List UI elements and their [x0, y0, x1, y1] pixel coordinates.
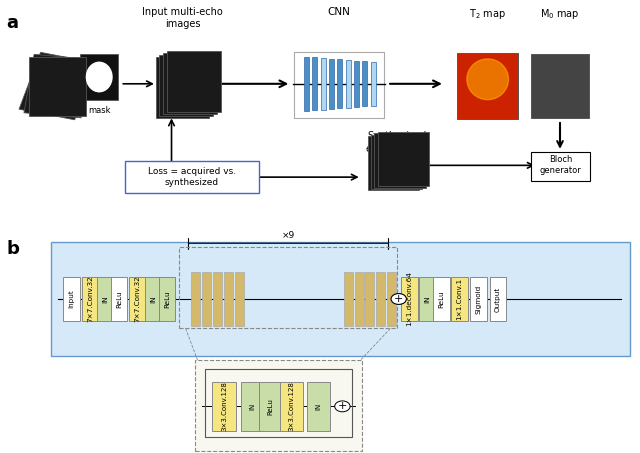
Text: +: + — [394, 294, 403, 304]
Text: ×9: ×9 — [282, 231, 294, 240]
Text: IN: IN — [316, 403, 322, 410]
FancyBboxPatch shape — [490, 276, 506, 322]
Text: IN: IN — [102, 295, 109, 303]
FancyBboxPatch shape — [371, 62, 376, 106]
FancyBboxPatch shape — [82, 276, 99, 322]
FancyBboxPatch shape — [451, 276, 468, 322]
FancyBboxPatch shape — [344, 272, 353, 326]
FancyBboxPatch shape — [329, 58, 334, 109]
FancyBboxPatch shape — [368, 136, 419, 190]
Ellipse shape — [467, 59, 509, 100]
FancyBboxPatch shape — [374, 133, 426, 188]
Text: T$_2$ map: T$_2$ map — [469, 7, 506, 21]
FancyBboxPatch shape — [433, 276, 450, 322]
FancyBboxPatch shape — [401, 276, 418, 322]
Text: ReLu: ReLu — [164, 290, 170, 308]
Text: 1×1.Conv.1: 1×1.Conv.1 — [456, 278, 463, 320]
FancyBboxPatch shape — [362, 62, 367, 106]
FancyBboxPatch shape — [354, 61, 359, 107]
Text: 7×7.Conv.32: 7×7.Conv.32 — [134, 275, 141, 323]
Text: a: a — [6, 14, 19, 32]
Text: 1×1.deconv.64: 1×1.deconv.64 — [406, 271, 413, 327]
FancyBboxPatch shape — [129, 276, 146, 322]
FancyBboxPatch shape — [111, 276, 127, 322]
FancyBboxPatch shape — [212, 381, 236, 431]
FancyBboxPatch shape — [378, 132, 429, 186]
FancyBboxPatch shape — [337, 59, 342, 108]
FancyBboxPatch shape — [213, 272, 222, 326]
FancyBboxPatch shape — [312, 58, 317, 110]
Text: ReLu: ReLu — [116, 290, 122, 308]
Text: 3×3.Conv.128: 3×3.Conv.128 — [221, 381, 227, 431]
FancyBboxPatch shape — [387, 272, 396, 326]
Text: Synthesized
echo images: Synthesized echo images — [365, 131, 428, 154]
FancyBboxPatch shape — [235, 272, 244, 326]
FancyBboxPatch shape — [321, 58, 326, 110]
FancyBboxPatch shape — [307, 381, 330, 431]
FancyBboxPatch shape — [259, 381, 282, 431]
Ellipse shape — [86, 62, 112, 92]
Text: b: b — [6, 240, 19, 258]
FancyBboxPatch shape — [202, 272, 211, 326]
FancyBboxPatch shape — [145, 276, 162, 322]
FancyBboxPatch shape — [97, 276, 114, 322]
FancyBboxPatch shape — [191, 272, 200, 326]
FancyBboxPatch shape — [355, 272, 364, 326]
FancyBboxPatch shape — [29, 57, 86, 116]
Text: Bloch
generator: Bloch generator — [540, 155, 582, 175]
FancyBboxPatch shape — [159, 276, 175, 322]
FancyBboxPatch shape — [51, 242, 630, 356]
FancyBboxPatch shape — [371, 135, 422, 189]
Text: Loss = acquired vs.
synthesized: Loss = acquired vs. synthesized — [148, 167, 236, 187]
Circle shape — [335, 401, 350, 412]
FancyBboxPatch shape — [224, 272, 233, 326]
Text: +: + — [338, 401, 347, 411]
FancyBboxPatch shape — [346, 60, 351, 108]
Text: Input: Input — [68, 289, 75, 308]
Text: ReLu: ReLu — [438, 290, 445, 308]
FancyBboxPatch shape — [531, 54, 589, 118]
Text: Input multi-echo
images: Input multi-echo images — [142, 7, 223, 29]
FancyBboxPatch shape — [159, 55, 213, 116]
Text: 3×3.Conv.128: 3×3.Conv.128 — [288, 381, 294, 431]
FancyBboxPatch shape — [457, 53, 518, 119]
FancyBboxPatch shape — [280, 381, 303, 431]
FancyBboxPatch shape — [195, 360, 362, 451]
Text: mask: mask — [88, 106, 111, 115]
FancyBboxPatch shape — [241, 381, 264, 431]
FancyBboxPatch shape — [125, 161, 259, 193]
FancyBboxPatch shape — [156, 57, 209, 118]
Text: M$_0$ map: M$_0$ map — [540, 7, 580, 21]
FancyBboxPatch shape — [163, 53, 217, 114]
Text: IN: IN — [150, 295, 157, 303]
Text: ReLu: ReLu — [267, 398, 273, 415]
Circle shape — [391, 294, 406, 304]
Text: IN: IN — [424, 295, 431, 303]
FancyBboxPatch shape — [376, 272, 385, 326]
FancyBboxPatch shape — [304, 57, 309, 111]
Text: 7×7.Conv.32: 7×7.Conv.32 — [87, 275, 93, 323]
FancyBboxPatch shape — [63, 276, 80, 322]
FancyBboxPatch shape — [24, 54, 92, 118]
FancyBboxPatch shape — [419, 276, 436, 322]
FancyBboxPatch shape — [167, 51, 221, 112]
FancyBboxPatch shape — [365, 272, 374, 326]
FancyBboxPatch shape — [531, 152, 590, 181]
FancyBboxPatch shape — [80, 54, 118, 100]
FancyBboxPatch shape — [19, 53, 96, 120]
FancyBboxPatch shape — [470, 276, 487, 322]
Text: IN: IN — [250, 403, 256, 410]
Text: Output: Output — [495, 286, 501, 312]
Text: CNN: CNN — [328, 7, 351, 17]
Text: Sigmoid: Sigmoid — [476, 284, 482, 313]
